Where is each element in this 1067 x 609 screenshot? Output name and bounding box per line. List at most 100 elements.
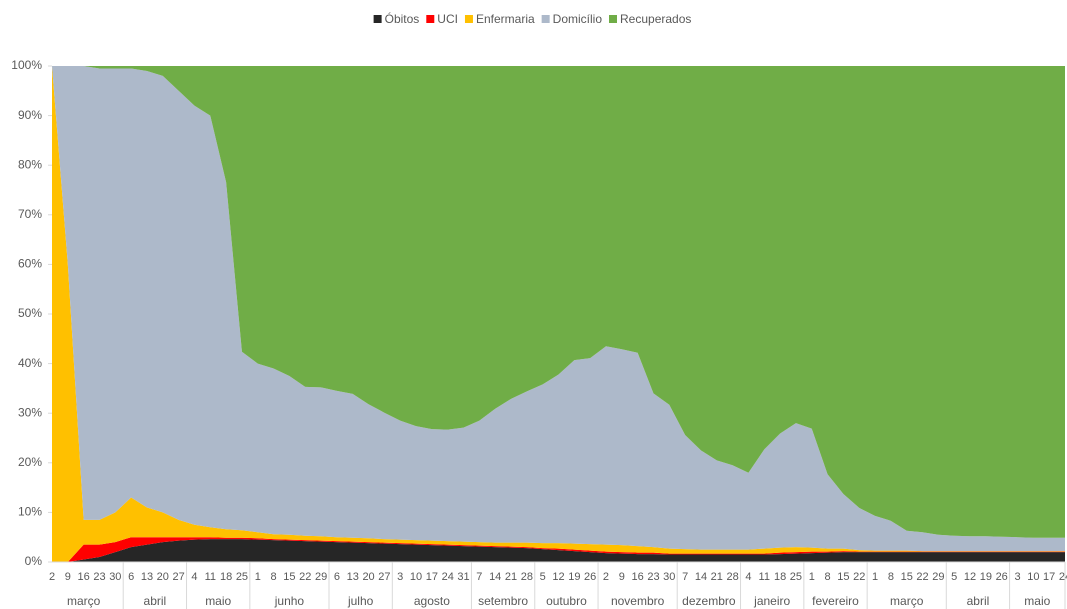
y-tick-label: 50% <box>18 306 42 320</box>
legend-swatch <box>541 15 550 23</box>
x-tick-label: 30 <box>663 571 675 583</box>
month-label: junho <box>274 594 305 608</box>
x-tick-label: 23 <box>93 571 105 583</box>
x-tick-label: 10 <box>410 571 422 583</box>
x-tick-label: 22 <box>853 571 865 583</box>
x-tick-label: 2 <box>603 571 609 583</box>
x-tick-label: 29 <box>932 571 944 583</box>
x-tick-label: 21 <box>505 571 517 583</box>
legend-label: Enfermaria <box>476 12 535 26</box>
legend-swatch <box>464 15 473 23</box>
x-tick-label: 22 <box>299 571 311 583</box>
legend-swatch <box>426 15 435 23</box>
x-tick-label: 12 <box>552 571 564 583</box>
x-tick-label: 6 <box>334 571 340 583</box>
legend-swatch <box>373 15 382 23</box>
y-tick-label: 100% <box>11 58 42 72</box>
y-tick-label: 20% <box>18 455 42 469</box>
x-tick-label: 6 <box>128 571 134 583</box>
x-tick-label: 24 <box>1059 571 1067 583</box>
area <box>52 66 1065 552</box>
x-tick-label: 31 <box>457 571 469 583</box>
month-label: março <box>67 594 101 608</box>
x-tick-label: 3 <box>1014 571 1020 583</box>
x-tick-label: 3 <box>397 571 403 583</box>
x-tick-label: 21 <box>711 571 723 583</box>
x-tick-label: 24 <box>442 571 454 583</box>
legend-label: Óbitos <box>385 11 420 26</box>
x-tick-label: 20 <box>157 571 169 583</box>
x-tick-label: 2 <box>49 571 55 583</box>
area <box>52 539 1065 562</box>
x-tick-label: 8 <box>825 571 831 583</box>
y-tick-label: 30% <box>18 405 42 419</box>
x-tick-label: 29 <box>315 571 327 583</box>
x-tick-label: 15 <box>901 571 913 583</box>
x-tick-label: 13 <box>347 571 359 583</box>
x-tick-label: 10 <box>1027 571 1039 583</box>
month-label: dezembro <box>682 594 736 608</box>
x-tick-label: 17 <box>426 571 438 583</box>
area <box>52 66 1065 538</box>
area <box>52 537 1065 562</box>
y-tick-label: 40% <box>18 356 42 370</box>
x-tick-label: 26 <box>584 571 596 583</box>
y-tick-label: 0% <box>25 554 43 568</box>
x-tick-label: 25 <box>236 571 248 583</box>
x-tick-label: 25 <box>790 571 802 583</box>
legend-label: Domicílio <box>553 12 603 26</box>
x-tick-label: 12 <box>964 571 976 583</box>
month-label: julho <box>347 594 374 608</box>
month-label: março <box>890 594 924 608</box>
x-tick-label: 14 <box>489 571 501 583</box>
x-tick-label: 26 <box>996 571 1008 583</box>
y-tick-label: 70% <box>18 207 42 221</box>
x-tick-label: 5 <box>540 571 546 583</box>
x-tick-label: 19 <box>568 571 580 583</box>
x-tick-label: 9 <box>619 571 625 583</box>
y-tick-label: 90% <box>18 108 42 122</box>
x-tick-label: 9 <box>65 571 71 583</box>
month-label: outubro <box>546 594 587 608</box>
x-tick-label: 18 <box>774 571 786 583</box>
month-label: fevereiro <box>812 594 859 608</box>
x-tick-label: 23 <box>647 571 659 583</box>
x-tick-label: 1 <box>872 571 878 583</box>
x-tick-label: 8 <box>888 571 894 583</box>
legend-label: Recuperados <box>620 12 691 26</box>
x-tick-label: 13 <box>141 571 153 583</box>
x-tick-label: 27 <box>378 571 390 583</box>
x-tick-label: 11 <box>205 571 216 583</box>
month-label: maio <box>1024 594 1050 608</box>
x-tick-label: 8 <box>271 571 277 583</box>
x-tick-label: 22 <box>916 571 928 583</box>
month-label: agosto <box>414 594 450 608</box>
x-tick-label: 16 <box>78 571 90 583</box>
x-tick-label: 4 <box>191 571 197 583</box>
x-tick-label: 15 <box>837 571 849 583</box>
x-tick-label: 15 <box>283 571 295 583</box>
x-tick-label: 18 <box>220 571 232 583</box>
y-tick-label: 80% <box>18 157 42 171</box>
x-tick-label: 7 <box>476 571 482 583</box>
x-tick-label: 5 <box>951 571 957 583</box>
legend-swatch <box>609 15 617 23</box>
month-label: novembro <box>611 594 665 608</box>
x-tick-label: 19 <box>980 571 992 583</box>
x-tick-label: 4 <box>745 571 751 583</box>
x-tick-label: 16 <box>632 571 644 583</box>
x-tick-label: 1 <box>255 571 261 583</box>
area <box>52 66 1065 562</box>
month-label: maio <box>205 594 231 608</box>
month-label: janeiro <box>753 594 790 608</box>
month-label: abril <box>144 594 167 608</box>
x-tick-label: 28 <box>726 571 738 583</box>
x-tick-label: 27 <box>173 571 185 583</box>
y-tick-label: 60% <box>18 257 42 271</box>
x-tick-label: 20 <box>362 571 374 583</box>
x-tick-label: 1 <box>809 571 815 583</box>
month-label: setembro <box>478 594 528 608</box>
legend-label: UCI <box>437 12 458 26</box>
month-label: abril <box>967 594 990 608</box>
